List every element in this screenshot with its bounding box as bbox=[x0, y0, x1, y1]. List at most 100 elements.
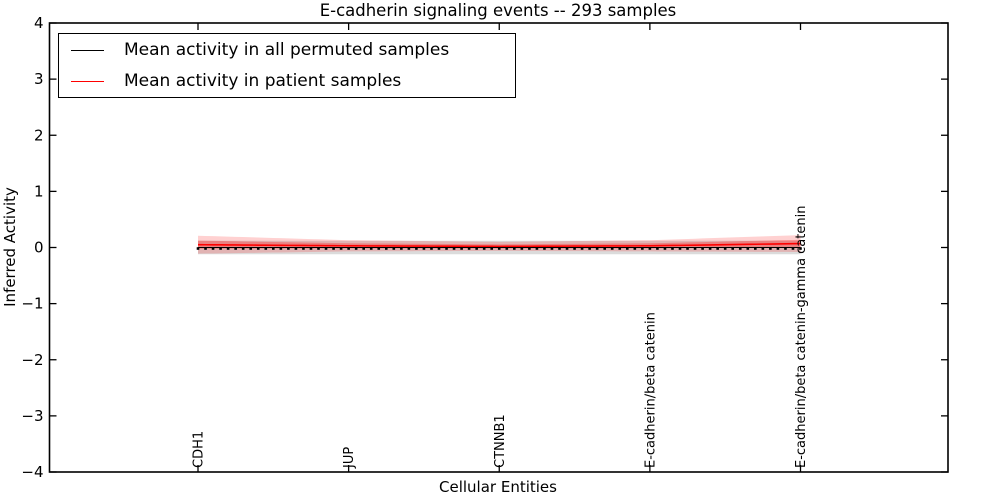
permuted-marker bbox=[287, 247, 290, 250]
permuted-marker bbox=[400, 247, 403, 250]
permuted-marker bbox=[738, 247, 742, 250]
legend-item-patient: Mean activity in patient samples bbox=[59, 66, 515, 97]
permuted-marker bbox=[211, 247, 215, 250]
permuted-marker bbox=[354, 247, 358, 250]
y-tick-label: −2 bbox=[21, 351, 43, 369]
permuted-marker bbox=[746, 247, 750, 250]
permuted-marker bbox=[784, 247, 787, 250]
permuted-line-swatch bbox=[71, 49, 104, 51]
permuted-marker bbox=[663, 247, 667, 250]
permuted-marker bbox=[317, 247, 320, 250]
permuted-marker bbox=[249, 247, 253, 250]
permuted-marker bbox=[407, 247, 411, 250]
permuted-marker bbox=[558, 247, 561, 250]
permuted-marker bbox=[513, 247, 516, 250]
permuted-marker bbox=[641, 247, 644, 250]
permuted-marker bbox=[264, 247, 268, 250]
permuted-marker bbox=[430, 247, 433, 250]
permuted-marker bbox=[279, 247, 283, 250]
permuted-marker bbox=[505, 247, 509, 250]
permuted-marker bbox=[754, 247, 757, 250]
legend-item-permuted: Mean activity in all permuted samples bbox=[59, 35, 515, 66]
permuted-marker bbox=[580, 247, 584, 250]
permuted-marker bbox=[362, 247, 365, 250]
x-entity-label: E-cadherin/beta catenin-gamma catenin bbox=[794, 206, 809, 468]
patient-mean-line bbox=[197, 242, 801, 248]
permuted-marker bbox=[693, 247, 697, 250]
permuted-marker bbox=[241, 247, 245, 250]
permuted-marker bbox=[799, 247, 802, 250]
permuted-marker bbox=[445, 247, 448, 250]
permuted-marker bbox=[422, 247, 426, 250]
permuted-marker bbox=[761, 247, 765, 250]
permuted-marker bbox=[686, 247, 689, 250]
permuted-marker bbox=[369, 247, 373, 250]
x-entity-label: CDH1 bbox=[192, 431, 207, 468]
permuted-marker bbox=[332, 247, 335, 250]
y-tick-label: 3 bbox=[34, 70, 44, 88]
patient-line-swatch bbox=[71, 80, 104, 82]
permuted-marker bbox=[610, 247, 614, 250]
y-tick-label: 1 bbox=[34, 182, 44, 200]
permuted-marker bbox=[618, 247, 622, 250]
permuted-marker bbox=[731, 247, 735, 250]
permuted-marker bbox=[776, 247, 780, 250]
y-tick-label: −4 bbox=[21, 463, 43, 481]
permuted-marker bbox=[678, 247, 682, 250]
permuted-marker bbox=[302, 247, 305, 250]
permuted-marker bbox=[769, 247, 772, 250]
y-tick-label: 2 bbox=[34, 126, 44, 144]
permuted-marker bbox=[234, 247, 237, 250]
permuted-marker bbox=[625, 247, 629, 250]
legend-label-patient: Mean activity in patient samples bbox=[124, 71, 402, 91]
permuted-marker bbox=[497, 247, 501, 250]
permuted-marker bbox=[196, 247, 200, 250]
permuted-marker bbox=[603, 247, 606, 250]
permuted-marker bbox=[204, 247, 207, 250]
permuted-marker bbox=[701, 247, 704, 250]
permuted-marker bbox=[347, 247, 350, 250]
permuted-marker bbox=[708, 247, 712, 250]
permuted-marker bbox=[384, 247, 388, 250]
y-axis-label: Inferred Activity bbox=[1, 187, 19, 307]
x-entity-label: JUP bbox=[342, 447, 357, 469]
permuted-marker bbox=[272, 247, 275, 250]
legend-box: Mean activity in all permuted samples Me… bbox=[58, 33, 516, 98]
permuted-marker bbox=[256, 247, 260, 250]
permuted-marker bbox=[452, 247, 456, 250]
permuted-marker bbox=[482, 247, 486, 250]
permuted-marker bbox=[520, 247, 524, 250]
permuted-marker bbox=[324, 247, 328, 250]
y-tick-label: 4 bbox=[34, 14, 44, 32]
y-tick-label: −3 bbox=[21, 407, 43, 425]
permuted-marker bbox=[716, 247, 719, 250]
permuted-marker bbox=[550, 247, 554, 250]
permuted-marker bbox=[339, 247, 343, 250]
permuted-marker bbox=[490, 247, 494, 250]
permuted-marker bbox=[377, 247, 381, 250]
permuted-marker bbox=[475, 247, 478, 250]
permuted-marker bbox=[392, 247, 396, 250]
permuted-marker bbox=[294, 247, 298, 250]
permuted-marker bbox=[467, 247, 471, 250]
permuted-marker bbox=[648, 247, 652, 250]
legend-label-permuted: Mean activity in all permuted samples bbox=[124, 40, 450, 60]
x-entity-label: E-cadherin/beta catenin bbox=[643, 312, 658, 468]
permuted-marker bbox=[565, 247, 569, 250]
chart-title: E-cadherin signaling events -- 293 sampl… bbox=[319, 1, 677, 20]
permuted-marker bbox=[528, 247, 531, 250]
permuted-marker bbox=[656, 247, 659, 250]
permuted-marker bbox=[309, 247, 313, 250]
permuted-marker bbox=[791, 247, 795, 250]
permuted-marker bbox=[437, 247, 441, 250]
permuted-marker bbox=[671, 247, 674, 250]
permuted-marker bbox=[226, 247, 230, 250]
permuted-marker bbox=[543, 247, 546, 250]
permuted-marker bbox=[723, 247, 727, 250]
permuted-marker bbox=[219, 247, 222, 250]
permuted-marker bbox=[415, 247, 418, 250]
permuted-marker bbox=[535, 247, 539, 250]
x-entity-label: CTNNB1 bbox=[493, 414, 508, 468]
